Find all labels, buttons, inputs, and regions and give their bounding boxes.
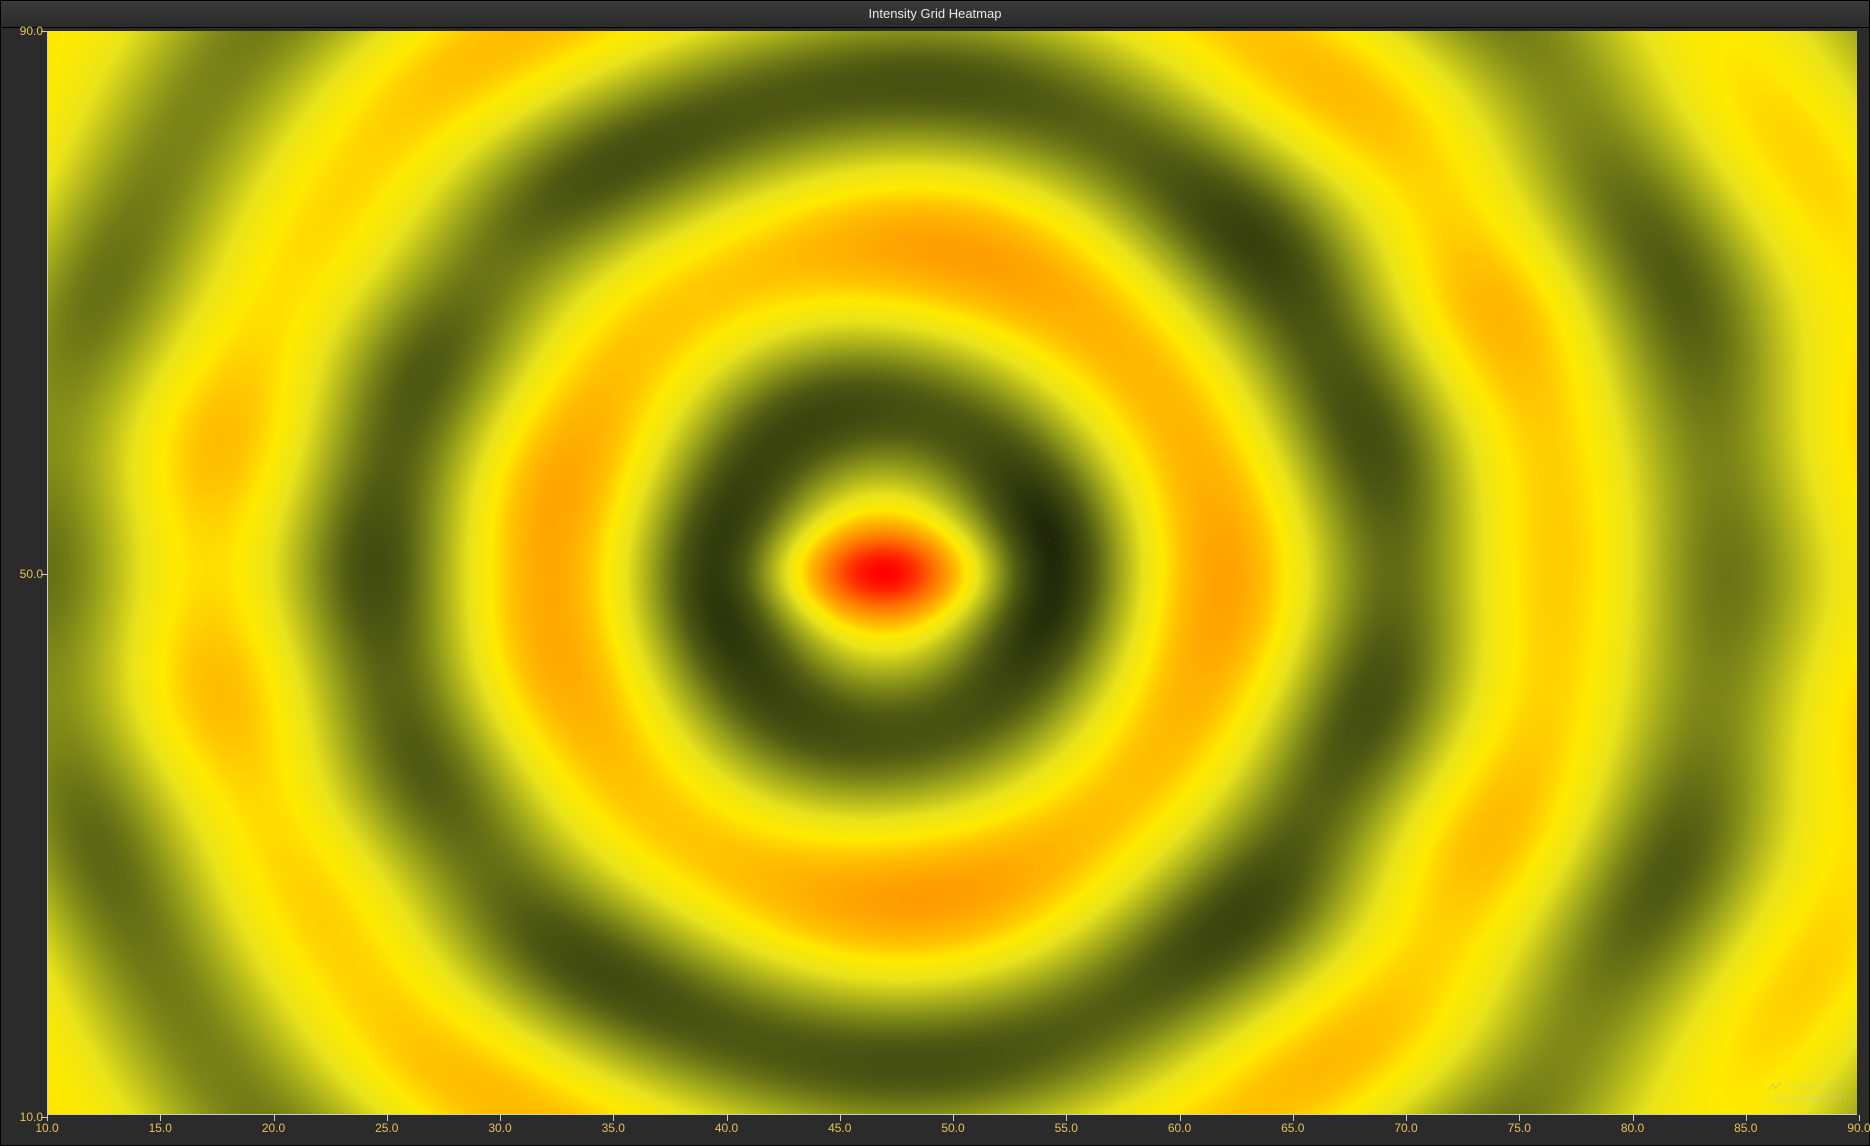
heatmap-plot[interactable] — [47, 31, 1857, 1115]
x-tick-label: 70.0 — [1394, 1121, 1417, 1135]
x-tick-label: 75.0 — [1508, 1121, 1531, 1135]
x-tick-label: 85.0 — [1734, 1121, 1757, 1135]
y-tick-label: 90.0 — [9, 24, 43, 38]
chart-title: Intensity Grid Heatmap — [1, 1, 1869, 28]
x-tick-label: 20.0 — [262, 1121, 285, 1135]
x-tick-label: 35.0 — [602, 1121, 625, 1135]
x-tick-label: 45.0 — [828, 1121, 851, 1135]
x-tick-label: 55.0 — [1055, 1121, 1078, 1135]
x-tick-label: 40.0 — [715, 1121, 738, 1135]
chart-frame: Intensity Grid Heatmap 10.0 15.0 20.0 25.0 3… — [0, 0, 1870, 1146]
y-tick-label: 50.0 — [9, 567, 43, 581]
heatmap-canvas — [47, 31, 1857, 1115]
x-tick-label: 65.0 — [1281, 1121, 1304, 1135]
x-tick-label: 30.0 — [488, 1121, 511, 1135]
x-tick-label: 25.0 — [375, 1121, 398, 1135]
x-tick-label: 50.0 — [941, 1121, 964, 1135]
x-tick-label: 15.0 — [149, 1121, 172, 1135]
x-tick-label: 80.0 — [1621, 1121, 1644, 1135]
x-axis-line — [47, 1114, 1857, 1115]
x-tick-label: 60.0 — [1168, 1121, 1191, 1135]
y-tick-label: 10.0 — [9, 1110, 43, 1124]
y-axis-line — [47, 31, 48, 1115]
x-tick-label: 90.0 — [1847, 1121, 1870, 1135]
